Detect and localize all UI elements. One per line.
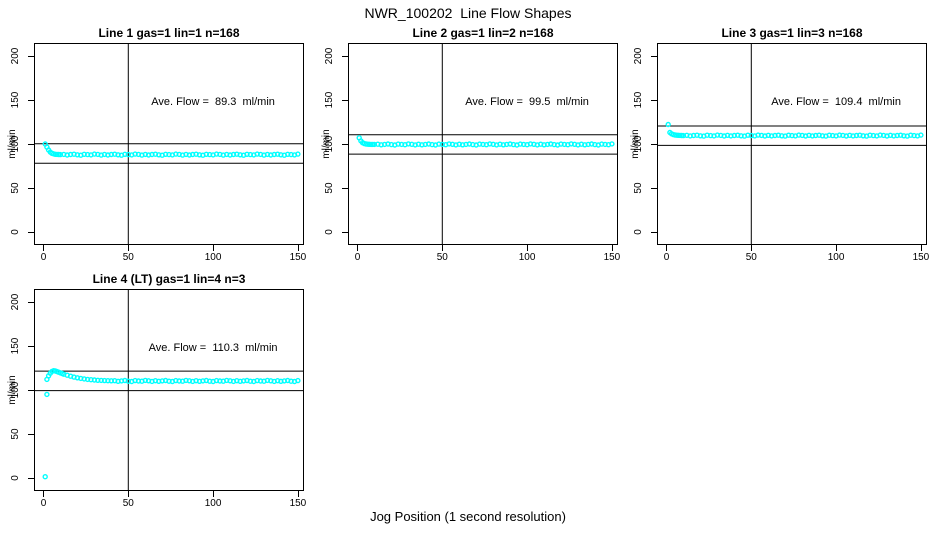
x-tick <box>213 245 215 251</box>
x-tick-label: 100 <box>204 498 222 509</box>
y-tick <box>342 144 348 145</box>
y-tick-label: 150 <box>10 91 21 109</box>
x-tick <box>297 491 299 497</box>
y-tick <box>342 55 348 57</box>
ave-flow-annotation: Ave. Flow = 89.3 ml/min <box>151 95 275 108</box>
y-tick-label: 200 <box>10 293 21 310</box>
x-tick <box>297 245 299 251</box>
x-tick <box>527 245 529 251</box>
data-points-canvas <box>658 44 926 244</box>
x-tick-label: 0 <box>40 252 47 263</box>
y-tick-label: 150 <box>10 337 21 355</box>
y-tick <box>342 232 348 234</box>
y-tick <box>651 188 657 190</box>
y-tick-label: 0 <box>324 229 335 236</box>
y-tick <box>28 188 34 190</box>
y-tick-label: 100 <box>10 381 21 399</box>
x-tick-label: 50 <box>745 252 757 263</box>
y-tick-label: 200 <box>633 47 644 64</box>
x-tick-label: 150 <box>603 252 621 263</box>
x-axis-label: Jog Position (1 second resolution) <box>370 509 566 524</box>
y-tick <box>651 144 657 145</box>
panel-title: Line 2 gas=1 lin=2 n=168 <box>412 26 554 40</box>
panel-title: Line 3 gas=1 lin=3 n=168 <box>721 26 863 40</box>
x-tick <box>43 491 45 497</box>
y-tick <box>651 55 657 57</box>
panel-title: Line 1 gas=1 lin=1 n=168 <box>98 26 240 40</box>
x-tick-label: 100 <box>827 252 845 263</box>
y-tick-label: 0 <box>10 475 21 482</box>
y-tick <box>28 434 34 436</box>
y-tick-label: 50 <box>324 182 335 194</box>
panel-line-4: Line 4 (LT) gas=1 lin=4 n=3 Ave. Flow = … <box>7 272 306 509</box>
x-tick <box>128 245 130 251</box>
y-tick-label: 150 <box>633 91 644 109</box>
y-tick <box>28 144 34 145</box>
y-tick-label: 100 <box>10 135 21 153</box>
y-tick-label: 150 <box>324 91 335 109</box>
x-tick <box>357 245 359 251</box>
y-tick-label: 200 <box>324 47 335 64</box>
data-points-canvas <box>349 44 617 244</box>
y-tick-label: 100 <box>633 135 644 153</box>
x-tick <box>43 245 45 251</box>
x-tick <box>213 491 215 497</box>
panel-line-2: Line 2 gas=1 lin=2 n=168 Ave. Flow = 99.… <box>321 26 620 263</box>
y-tick <box>28 55 34 57</box>
y-tick-label: 50 <box>10 428 21 440</box>
x-tick-label: 50 <box>436 252 448 263</box>
main-title: NWR_100202 Line Flow Shapes <box>364 5 572 21</box>
x-tick <box>128 491 130 497</box>
y-tick <box>342 188 348 190</box>
x-tick-label: 50 <box>122 252 134 263</box>
x-tick-label: 0 <box>354 252 361 263</box>
x-tick-label: 150 <box>912 252 930 263</box>
ave-flow-annotation: Ave. Flow = 109.4 ml/min <box>771 95 901 108</box>
ave-flow-annotation: Ave. Flow = 110.3 ml/min <box>148 341 278 354</box>
x-tick-label: 0 <box>663 252 670 263</box>
y-tick-label: 50 <box>10 182 21 194</box>
y-tick <box>651 99 657 101</box>
x-tick-label: 100 <box>204 252 222 263</box>
x-tick <box>920 245 922 251</box>
y-tick <box>651 232 657 234</box>
y-tick-label: 200 <box>10 47 21 64</box>
y-tick-label: 0 <box>10 229 21 236</box>
x-tick-label: 150 <box>289 252 307 263</box>
x-tick <box>666 245 668 251</box>
y-tick-label: 0 <box>633 229 644 236</box>
y-tick <box>28 301 34 303</box>
y-tick-label: 50 <box>633 182 644 194</box>
panel-line-1: Line 1 gas=1 lin=1 n=168 Ave. Flow = 89.… <box>7 26 306 263</box>
y-tick <box>28 232 34 234</box>
x-tick-label: 100 <box>518 252 536 263</box>
ave-flow-annotation: Ave. Flow = 99.5 ml/min <box>465 95 589 108</box>
x-tick-label: 50 <box>122 498 134 509</box>
x-tick <box>751 245 753 251</box>
data-points-canvas <box>35 290 303 490</box>
y-tick <box>28 390 34 391</box>
x-tick <box>442 245 444 251</box>
x-tick <box>611 245 613 251</box>
y-tick <box>28 345 34 347</box>
panel-title: Line 4 (LT) gas=1 lin=4 n=3 <box>92 272 246 286</box>
y-tick <box>28 478 34 480</box>
x-tick-label: 150 <box>289 498 307 509</box>
y-tick-label: 100 <box>324 135 335 153</box>
data-points-canvas <box>35 44 303 244</box>
panel-line-3: Line 3 gas=1 lin=3 n=168 Ave. Flow = 109… <box>630 26 929 263</box>
x-tick-label: 0 <box>40 498 47 509</box>
x-tick <box>836 245 838 251</box>
y-tick <box>28 99 34 101</box>
y-tick <box>342 99 348 101</box>
